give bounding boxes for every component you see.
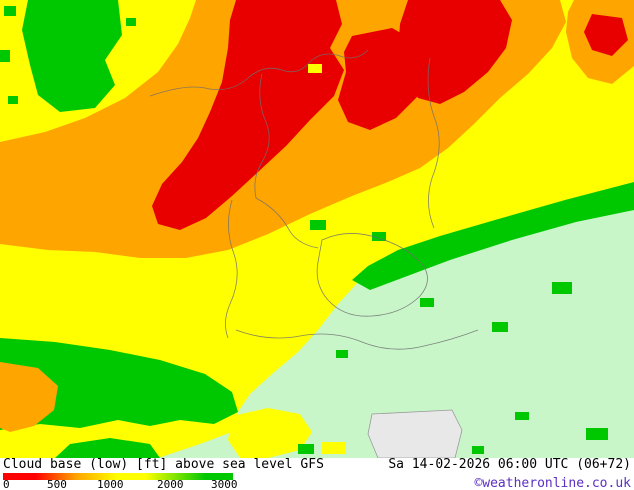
footer-legend-row: 0 500 1000 2000 3000 ©weatheronline.co.u… — [0, 472, 634, 490]
region-green-band-east — [352, 182, 634, 290]
green-patch — [298, 444, 314, 454]
green-patch — [515, 412, 529, 420]
copyright-link[interactable]: ©weatheronline.co.uk — [474, 476, 631, 490]
green-patch — [0, 50, 10, 62]
region-red-central — [152, 0, 344, 230]
region-yellow-spot-south — [322, 442, 346, 454]
green-patch — [492, 322, 508, 332]
border-mid — [255, 197, 319, 249]
green-patch — [420, 298, 434, 307]
green-patch — [472, 446, 484, 454]
legend: 0 500 1000 2000 3000 — [3, 472, 303, 490]
legend-tick: 2000 — [157, 478, 184, 490]
legend-tick: 3000 — [211, 478, 238, 490]
footer: Cloud base (low) [ft] above sea level GF… — [0, 458, 634, 490]
region-green-strip-bottom — [55, 438, 160, 458]
border-czech-ring — [316, 233, 428, 317]
green-patch — [310, 220, 326, 230]
region-pale-green-southeast — [158, 196, 634, 458]
green-patch — [372, 232, 386, 241]
cloud-base-map-canvas — [0, 0, 634, 458]
green-patch — [336, 350, 348, 358]
yellow-patch-in-red — [308, 64, 322, 73]
footer-caption-row: Cloud base (low) [ft] above sea level GF… — [0, 458, 634, 472]
region-red-corner-spot — [584, 14, 628, 56]
cloud-base-map — [0, 0, 634, 458]
map-datetime: Sa 14-02-2026 06:00 UTC (06+72) — [388, 457, 631, 472]
green-patch — [552, 282, 572, 294]
border-coast — [149, 49, 369, 97]
green-patch — [586, 428, 608, 440]
legend-tick: 1000 — [97, 478, 124, 490]
small-patches — [0, 6, 608, 454]
border-southwest — [225, 199, 238, 339]
region-green-band-southwest — [0, 338, 238, 430]
border-south — [235, 329, 479, 350]
green-patch — [8, 96, 18, 104]
map-title: Cloud base (low) [ft] above sea level GF… — [3, 457, 324, 472]
region-yellow-patch-south — [228, 408, 312, 458]
legend-colorbar — [3, 473, 233, 480]
green-patch — [4, 6, 16, 16]
border-west — [254, 73, 270, 199]
country-borders — [149, 49, 479, 350]
region-orange-southwest — [0, 362, 58, 432]
region-sea-gray — [367, 409, 463, 458]
legend-tick: 0 — [3, 478, 10, 490]
region-red-northeast — [398, 0, 512, 104]
legend-tick: 500 — [47, 478, 67, 490]
region-green-northwest — [22, 0, 122, 112]
green-patch — [126, 18, 136, 26]
border-east — [427, 57, 440, 229]
